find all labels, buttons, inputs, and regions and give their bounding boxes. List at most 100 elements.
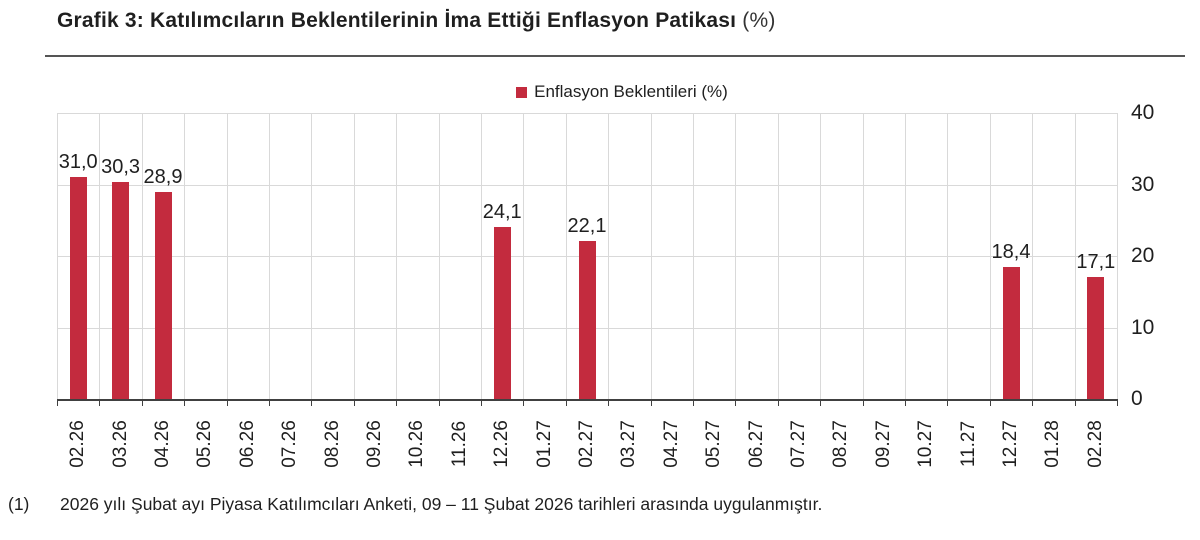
x-gridline	[99, 113, 101, 399]
x-axis-tick-label: 06.27	[745, 420, 767, 468]
x-axis-tick-label: 11.26	[448, 420, 470, 468]
bar-04.26	[154, 192, 172, 399]
x-axis-tick-label: 12.27	[1000, 420, 1021, 468]
x-gridline	[608, 113, 610, 399]
bar-12.27	[1002, 267, 1020, 399]
x-gridline	[184, 113, 186, 399]
x-gridline	[1074, 113, 1076, 399]
x-axis-tick-label: 05.26	[194, 420, 216, 468]
chart-title-unit-suffix: (%)	[742, 9, 776, 32]
y-axis-tick-label: 10	[1131, 315, 1155, 339]
bar-value-label: 24,1	[482, 200, 522, 223]
x-gridline	[735, 113, 737, 399]
x-axis-tick	[777, 401, 779, 406]
x-axis-tick-label: 07.26	[279, 420, 301, 468]
bar-value-label: 22,1	[567, 214, 607, 237]
x-axis-tick	[905, 401, 906, 406]
x-axis-tick	[947, 401, 949, 406]
x-gridline	[269, 113, 270, 399]
x-axis-tick	[353, 401, 355, 406]
x-axis-tick-label: 12.26	[491, 420, 513, 468]
x-axis-tick	[311, 401, 313, 406]
bar-02.28	[1087, 276, 1105, 399]
x-gridline	[396, 113, 398, 399]
x-axis-tick-label: 01.27	[533, 420, 555, 468]
x-axis-tick	[735, 401, 737, 406]
x-axis-tick-label: 10.27	[915, 420, 937, 468]
chart-legend: Enflasyon Beklentileri (%)	[22, 82, 1200, 102]
x-axis-tick	[481, 401, 482, 406]
x-axis-tick-label: 09.26	[364, 420, 385, 468]
x-axis-tick-label: 02.27	[576, 420, 597, 468]
x-axis-tick-label: 06.26	[236, 420, 258, 468]
x-axis-tick	[565, 401, 567, 406]
legend-color-swatch	[516, 86, 528, 98]
x-axis-tick	[184, 401, 186, 406]
title-underline	[45, 55, 1185, 57]
x-axis-tick-label: 07.27	[788, 420, 809, 468]
x-axis-tick	[862, 401, 864, 406]
x-axis-tick-label: 08.26	[321, 420, 343, 468]
bar-02.27	[578, 240, 596, 399]
y-axis-tick-label: 30	[1131, 172, 1155, 196]
x-axis-tick	[1117, 401, 1118, 406]
bar-value-label: 18,4	[991, 241, 1031, 264]
x-axis-tick-label: 01.28	[1042, 420, 1064, 468]
x-gridline	[523, 113, 525, 399]
x-axis-tick	[820, 401, 822, 406]
y-gridline	[57, 184, 1117, 186]
x-gridline	[438, 113, 440, 399]
x-axis-tick	[989, 401, 991, 406]
bar-value-label: 17,1	[1076, 250, 1116, 273]
x-gridline	[650, 113, 652, 399]
bar-value-label: 28,9	[143, 166, 183, 189]
chart-title-text: Grafik 3: Katılımcıların Beklentilerinin…	[57, 9, 737, 32]
x-axis-tick-label: 09.27	[872, 420, 894, 468]
x-gridline	[693, 113, 694, 399]
x-axis-tick	[650, 401, 652, 406]
x-axis-tick	[693, 401, 694, 406]
x-gridline	[57, 113, 58, 399]
x-axis-tick	[1074, 401, 1076, 406]
x-axis-tick	[99, 401, 101, 406]
x-axis-tick-label: 11.27	[957, 420, 979, 468]
x-axis-tick	[523, 401, 525, 406]
x-gridline	[820, 113, 822, 399]
x-gridline	[226, 113, 228, 399]
x-axis-tick	[57, 401, 58, 406]
x-gridline	[311, 113, 313, 399]
y-axis-tick-label: 40	[1131, 101, 1155, 124]
x-gridline	[862, 113, 864, 399]
x-axis-line	[57, 399, 1118, 401]
footnote-marker: (1)	[8, 494, 30, 514]
x-gridline	[905, 113, 906, 399]
x-axis-tick-label: 08.27	[830, 420, 852, 468]
x-gridline	[989, 113, 991, 399]
x-gridline	[353, 113, 355, 399]
x-gridline	[481, 113, 482, 399]
x-gridline	[141, 113, 143, 399]
x-axis-tick	[269, 401, 270, 406]
legend-label: Enflasyon Beklentileri (%)	[534, 82, 728, 101]
x-axis-tick	[396, 401, 398, 406]
bar-12.26	[493, 226, 511, 399]
x-axis-tick-label: 02.28	[1084, 420, 1106, 468]
footnote: (1) 2026 yılı Şubat ayı Piyasa Katılımcıl…	[8, 494, 1188, 515]
x-gridline	[565, 113, 567, 399]
footnote-text: 2026 yılı Şubat ayı Piyasa Katılımcıları…	[60, 494, 823, 514]
x-axis-tick	[1032, 401, 1034, 406]
bar-value-label: 31,0	[58, 151, 98, 174]
x-gridline	[947, 113, 949, 399]
x-axis-tick	[141, 401, 143, 406]
x-gridline	[777, 113, 779, 399]
x-axis-tick	[226, 401, 228, 406]
y-axis-tick-label: 0	[1131, 387, 1143, 410]
x-axis-tick-label: 03.26	[109, 420, 131, 468]
x-axis-tick	[438, 401, 440, 406]
y-gridline	[57, 113, 1117, 114]
x-axis-tick-label: 04.26	[152, 420, 173, 468]
x-gridline	[1032, 113, 1034, 399]
x-axis-tick	[608, 401, 610, 406]
bar-value-label: 30,3	[101, 156, 141, 179]
